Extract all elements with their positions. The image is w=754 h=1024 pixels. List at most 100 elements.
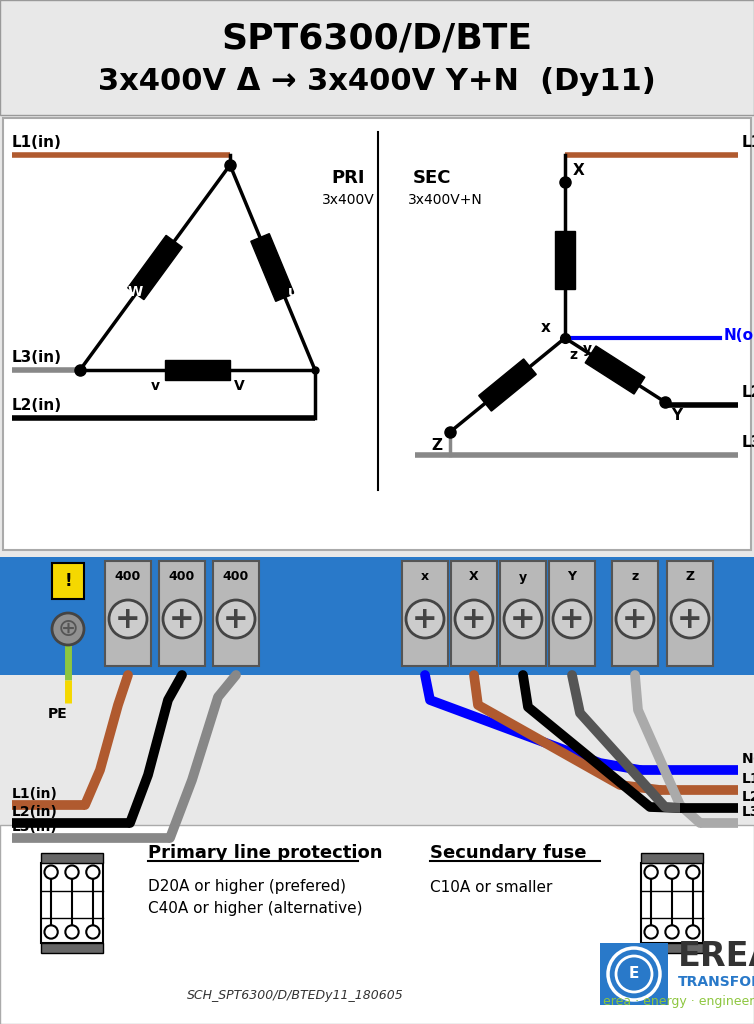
Text: PE: PE bbox=[48, 707, 68, 721]
Circle shape bbox=[217, 600, 255, 638]
Circle shape bbox=[504, 600, 542, 638]
Text: L1(out): L1(out) bbox=[742, 772, 754, 786]
Bar bbox=[41, 943, 103, 953]
Bar bbox=[612, 561, 658, 666]
Bar bbox=[641, 862, 703, 943]
Circle shape bbox=[665, 926, 679, 939]
Text: erea · energy · engineering: erea · energy · engineering bbox=[603, 994, 754, 1008]
Text: L1(in): L1(in) bbox=[12, 787, 58, 801]
Polygon shape bbox=[479, 358, 536, 411]
Circle shape bbox=[52, 613, 84, 645]
Text: 400: 400 bbox=[169, 570, 195, 584]
Bar bbox=[500, 561, 546, 666]
Bar bbox=[402, 561, 448, 666]
Bar bbox=[667, 561, 713, 666]
Text: ⊕: ⊕ bbox=[57, 617, 78, 641]
Circle shape bbox=[645, 865, 657, 879]
Text: y: y bbox=[583, 342, 592, 356]
Circle shape bbox=[616, 600, 654, 638]
Text: Primary line protection: Primary line protection bbox=[148, 844, 382, 862]
Bar bbox=[600, 943, 668, 1005]
Bar bbox=[41, 862, 103, 943]
Text: +: + bbox=[412, 604, 438, 634]
Circle shape bbox=[109, 600, 147, 638]
Text: Y: Y bbox=[671, 408, 682, 423]
Bar bbox=[641, 853, 703, 862]
Text: z: z bbox=[569, 348, 577, 362]
Circle shape bbox=[86, 926, 100, 939]
Circle shape bbox=[86, 865, 100, 879]
Text: L3(in): L3(in) bbox=[12, 820, 58, 834]
Bar bbox=[0, 0, 754, 115]
Text: +: + bbox=[223, 604, 249, 634]
Text: z: z bbox=[631, 570, 639, 584]
Text: 400: 400 bbox=[115, 570, 141, 584]
Text: C10A or smaller: C10A or smaller bbox=[430, 880, 553, 895]
Text: L3(out): L3(out) bbox=[742, 805, 754, 819]
Text: Secundary fuse: Secundary fuse bbox=[430, 844, 587, 862]
Text: +: + bbox=[622, 604, 648, 634]
Bar bbox=[41, 853, 103, 862]
Text: N(out): N(out) bbox=[724, 329, 754, 343]
Bar bbox=[52, 563, 84, 599]
Circle shape bbox=[406, 600, 444, 638]
Text: 3x400V Δ → 3x400V Y+N  (Dy11): 3x400V Δ → 3x400V Y+N (Dy11) bbox=[98, 68, 656, 96]
Text: !: ! bbox=[64, 572, 72, 590]
Circle shape bbox=[66, 926, 78, 939]
Text: L2(out): L2(out) bbox=[742, 790, 754, 804]
Text: L2(in): L2(in) bbox=[12, 398, 62, 413]
Text: V: V bbox=[234, 379, 245, 393]
Text: EREA: EREA bbox=[678, 940, 754, 974]
Text: D20A or higher (prefered): D20A or higher (prefered) bbox=[148, 880, 346, 895]
Text: Y: Y bbox=[568, 570, 577, 584]
Circle shape bbox=[163, 600, 201, 638]
Text: 3x400V+N: 3x400V+N bbox=[408, 193, 483, 207]
Bar bbox=[451, 561, 497, 666]
Text: L3(in): L3(in) bbox=[12, 350, 62, 365]
Text: TRANSFORMERS: TRANSFORMERS bbox=[678, 975, 754, 989]
Text: C40A or higher (alternative): C40A or higher (alternative) bbox=[148, 901, 363, 916]
Text: x: x bbox=[541, 319, 551, 335]
Text: SPT6300/D/BTE: SPT6300/D/BTE bbox=[222, 22, 532, 55]
Text: L2(out): L2(out) bbox=[742, 385, 754, 400]
Circle shape bbox=[686, 926, 700, 939]
Bar bbox=[641, 943, 703, 953]
Bar bbox=[159, 561, 205, 666]
Text: +: + bbox=[559, 604, 585, 634]
Text: SCH_SPT6300/D/BTEDy11_180605: SCH_SPT6300/D/BTEDy11_180605 bbox=[187, 988, 403, 1001]
Text: w: w bbox=[127, 239, 139, 253]
Polygon shape bbox=[165, 360, 230, 380]
Text: Z: Z bbox=[431, 438, 442, 453]
Text: +: + bbox=[677, 604, 703, 634]
Polygon shape bbox=[127, 236, 182, 300]
Text: X: X bbox=[469, 570, 479, 584]
Text: L2(in): L2(in) bbox=[12, 805, 58, 819]
Bar bbox=[0, 825, 754, 1024]
Text: L1(out): L1(out) bbox=[742, 135, 754, 150]
Text: W: W bbox=[127, 286, 143, 299]
Circle shape bbox=[608, 948, 660, 1000]
Bar bbox=[213, 561, 259, 666]
Text: u: u bbox=[287, 286, 297, 299]
Bar bbox=[549, 561, 595, 666]
Text: L3(out): L3(out) bbox=[742, 435, 754, 450]
Text: +: + bbox=[461, 604, 487, 634]
Text: E: E bbox=[629, 967, 639, 981]
Circle shape bbox=[44, 865, 58, 879]
Text: SEC: SEC bbox=[412, 169, 451, 187]
Polygon shape bbox=[555, 231, 575, 289]
Circle shape bbox=[671, 600, 709, 638]
Text: +: + bbox=[169, 604, 195, 634]
Text: x: x bbox=[421, 570, 429, 584]
Circle shape bbox=[44, 926, 58, 939]
Polygon shape bbox=[251, 233, 294, 301]
Text: +: + bbox=[510, 604, 536, 634]
Circle shape bbox=[665, 865, 679, 879]
Circle shape bbox=[553, 600, 591, 638]
Circle shape bbox=[686, 865, 700, 879]
Text: PRI: PRI bbox=[331, 169, 365, 187]
Text: L1(in): L1(in) bbox=[12, 135, 62, 150]
Text: 400: 400 bbox=[223, 570, 249, 584]
Circle shape bbox=[645, 926, 657, 939]
Text: U: U bbox=[289, 239, 300, 253]
